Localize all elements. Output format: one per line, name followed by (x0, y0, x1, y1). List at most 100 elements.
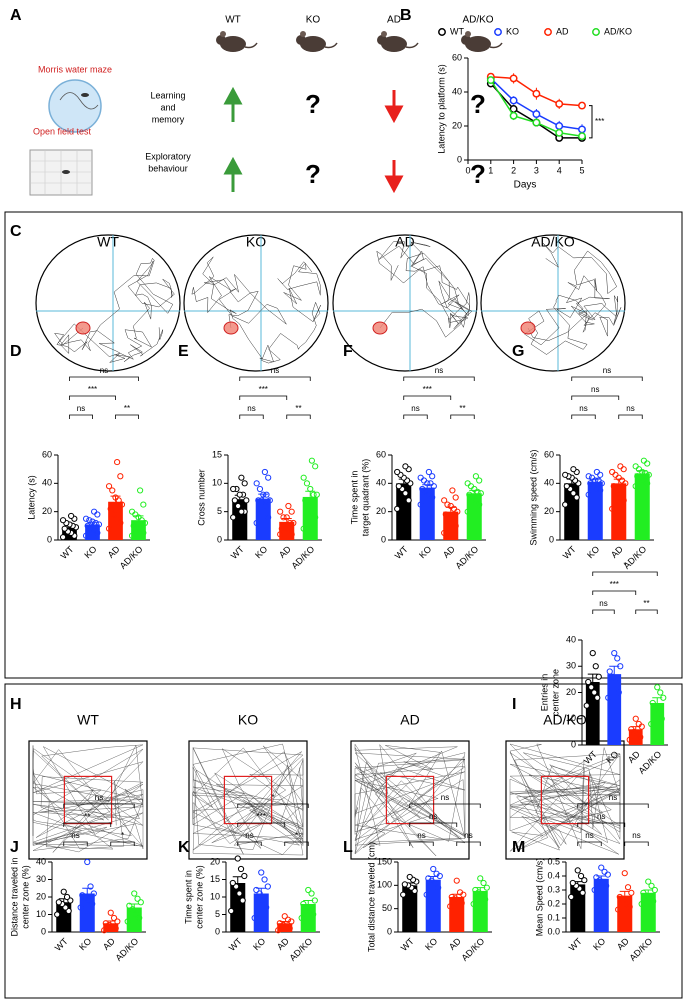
data-point (606, 668, 613, 675)
data-point (395, 483, 402, 490)
data-point (61, 525, 68, 532)
data-point (581, 877, 588, 884)
y-axis-label: Cross number (196, 469, 206, 526)
data-point (109, 923, 116, 930)
legend-marker (544, 28, 552, 36)
data-point (447, 903, 454, 910)
data-point (255, 497, 262, 504)
walk-path (192, 743, 304, 856)
bar (255, 498, 271, 540)
data-point (89, 900, 96, 908)
significance-label: ns (609, 793, 617, 802)
track-label: WT (77, 712, 99, 728)
data-point (128, 508, 136, 515)
data-point (112, 925, 119, 932)
data-point (589, 650, 596, 657)
data-point (401, 881, 408, 888)
bar (230, 883, 246, 932)
open-field (350, 740, 470, 860)
point (555, 122, 564, 130)
significance-label: *** (423, 385, 432, 394)
data-point (611, 650, 618, 657)
significance-label: ns (591, 385, 599, 394)
data-point (82, 532, 90, 539)
data-point (283, 514, 290, 521)
significance-label: ns (579, 404, 587, 413)
test-label: Exploratory (145, 151, 191, 161)
data-point (59, 534, 67, 541)
data-point (464, 508, 471, 515)
data-point (263, 491, 270, 498)
x-tick-label: KO (251, 936, 267, 952)
panel-letter: L (343, 839, 353, 856)
x-tick-label: KO (585, 544, 601, 560)
data-point (55, 899, 62, 906)
error-bar (590, 478, 601, 482)
x-tick-label: KO (604, 749, 620, 765)
open-field (188, 740, 308, 860)
mouse-head (377, 35, 387, 45)
significance-label: ns (95, 793, 103, 802)
data-point (238, 508, 245, 515)
x-tick-label: AD (609, 544, 625, 560)
x-tick-label: AD (106, 544, 122, 560)
significance-bracket (69, 414, 93, 419)
mouse-ear (465, 31, 471, 37)
data-point (239, 897, 246, 904)
data-point (261, 876, 268, 883)
data-point (265, 514, 272, 521)
group-label: WT (225, 15, 241, 26)
y-tick-label: 30 (566, 661, 576, 671)
data-point (605, 694, 612, 701)
data-point (654, 684, 661, 691)
error-bar (643, 889, 654, 893)
pool (332, 234, 478, 372)
x-tick-label: AD/KO (118, 544, 145, 571)
panel-c-box (4, 211, 683, 679)
y-tick-label: 0 (457, 154, 462, 164)
data-point (308, 457, 315, 464)
center-zone (223, 775, 273, 825)
center-zone (540, 775, 590, 825)
mouse-ear (220, 31, 226, 37)
center-zone (63, 775, 113, 825)
data-point (107, 505, 114, 512)
track-label: KO (246, 234, 266, 250)
data-point (241, 480, 248, 487)
data-point (60, 888, 67, 895)
bar (607, 674, 622, 745)
data-point (109, 487, 116, 494)
data-point (107, 909, 114, 916)
panel-letter: M (512, 839, 525, 856)
data-point (286, 519, 294, 527)
data-point (137, 487, 144, 494)
data-point (229, 879, 236, 887)
y-tick-label: 60 (42, 449, 52, 459)
y-tick-label: 40 (36, 856, 46, 866)
data-point (288, 531, 295, 538)
mouse-tail (324, 42, 338, 49)
bar (593, 878, 609, 932)
data-point (480, 879, 487, 887)
data-point (300, 474, 307, 481)
data-point (130, 522, 137, 529)
data-point (282, 525, 289, 532)
data-point (280, 514, 287, 521)
mouse-tail (489, 42, 503, 49)
data-point (425, 468, 432, 476)
data-point (105, 483, 113, 490)
data-point (420, 477, 428, 484)
data-point (433, 870, 440, 877)
y-tick-label: 0.4 (547, 870, 560, 880)
data-point (476, 477, 483, 484)
x-tick-label: 0 (465, 165, 470, 175)
data-point (91, 508, 98, 515)
openfield-icon (29, 149, 93, 196)
significance-label: ns (271, 366, 279, 375)
data-point (423, 891, 430, 898)
y-axis-label: Distance traveled in (9, 857, 19, 936)
data-point (406, 873, 413, 881)
data-point (112, 494, 119, 501)
mouse-ear (300, 31, 306, 37)
